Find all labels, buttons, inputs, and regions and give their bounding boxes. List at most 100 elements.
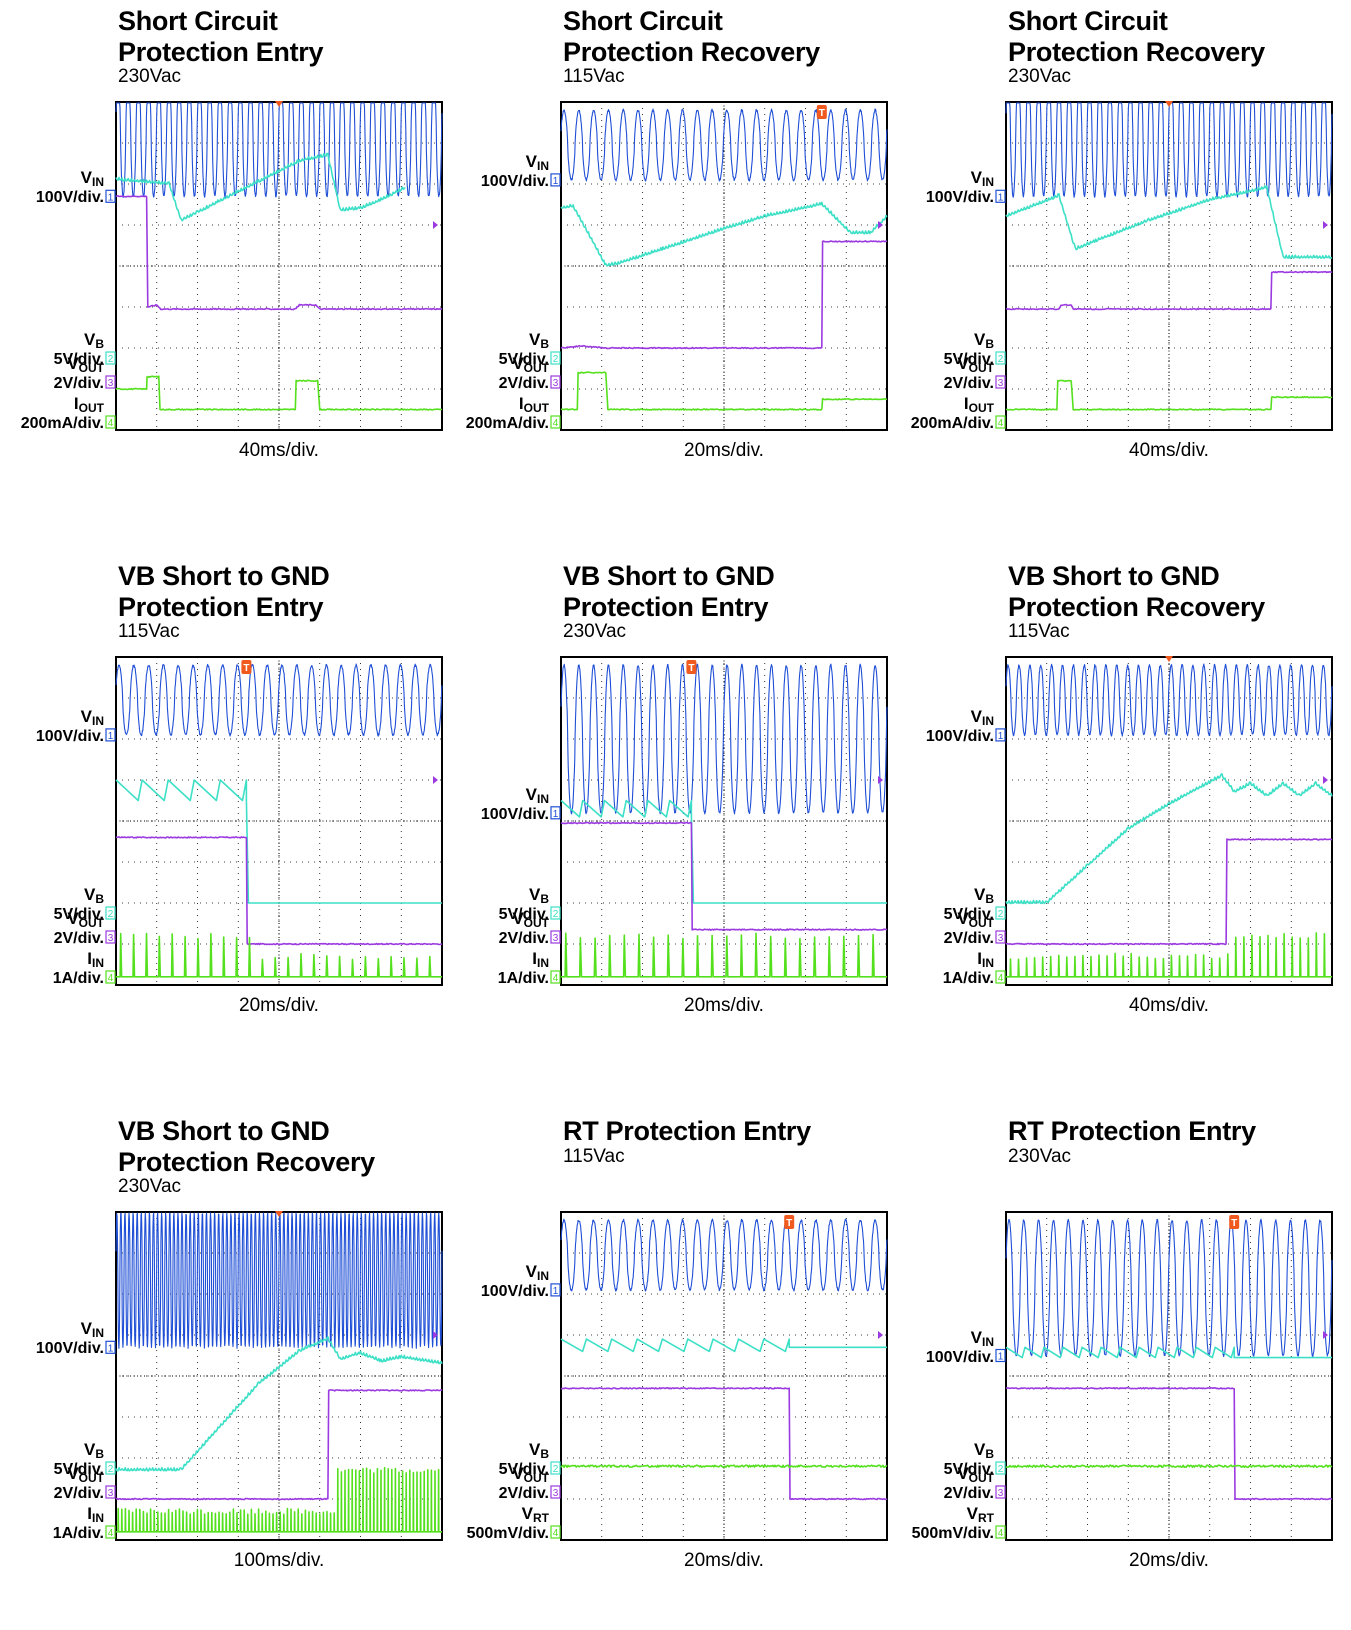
channel-label: VB 5V/div.	[437, 1441, 549, 1478]
scope-screen: 1 2 3 4	[995, 656, 1333, 986]
channel-number: 3	[553, 933, 559, 944]
panel-subtitle: 115Vac	[563, 66, 625, 87]
channel-number: 2	[108, 354, 114, 365]
channel-label: IIN 1A/div.	[882, 949, 994, 987]
channel-label: VIN 100V/div.	[882, 708, 994, 745]
channel-scale: 2V/div.	[498, 1485, 549, 1502]
channel-label: VB 5V/div.	[437, 886, 549, 923]
panel-title-line2: Protection Recovery	[118, 1147, 375, 1177]
channel-number: 3	[108, 378, 114, 389]
channel-scale: 2V/div.	[53, 930, 104, 947]
channel-scale: 5V/div.	[943, 906, 994, 923]
channel-marker	[995, 1461, 1006, 1475]
channel-subscript: OUT	[523, 361, 549, 375]
panel-title-line2: Protection Recovery	[563, 37, 820, 67]
channel-subscript: OUT	[78, 361, 104, 375]
trace-vin	[115, 1212, 443, 1349]
trace-i	[1006, 932, 1332, 978]
offset-arrow	[878, 776, 883, 784]
channel-symbol: V	[512, 909, 524, 928]
channel-label: VIN 100V/div.	[882, 1329, 994, 1366]
panel-title: Short Circuit Protection Recovery	[563, 6, 820, 68]
channel-marker	[995, 351, 1006, 365]
channel-number: 4	[998, 418, 1004, 429]
channel-symbol: V	[67, 354, 79, 373]
trace-vin	[1005, 1218, 1333, 1358]
panel-title-line1: VB Short to GND	[118, 1116, 330, 1146]
channel-scale: 100V/div.	[925, 1348, 994, 1366]
scope-screen: 1 2 3 4	[105, 101, 443, 431]
channel-label: VOUT 2V/div.	[882, 910, 994, 947]
channel-marker	[550, 173, 561, 187]
trace-vb	[115, 1336, 443, 1472]
channel-number: 1	[553, 176, 559, 187]
timebase-label: 40ms/div.	[239, 440, 319, 461]
trigger-arrow	[1165, 656, 1173, 662]
trace-vb	[1005, 185, 1333, 259]
channel-label: VB 5V/div.	[882, 1441, 994, 1478]
channel-scale: 100V/div.	[925, 189, 994, 207]
channel-label: VOUT 2V/div.	[437, 909, 549, 947]
channel-scale: 5V/div.	[943, 351, 994, 368]
channel-name: VB	[437, 886, 549, 907]
channel-number: 3	[998, 933, 1004, 944]
offset-arrow	[433, 776, 438, 784]
channel-subscript: OUT	[523, 1471, 549, 1485]
channel-marker	[995, 1525, 1006, 1539]
channel-subscript: OUT	[78, 1471, 104, 1485]
panel-title: RT Protection Entry	[563, 1116, 811, 1147]
scope-screen: 1 2 3 4	[995, 101, 1333, 431]
channel-number: 3	[553, 1488, 559, 1499]
panel-title-line1: Short Circuit	[118, 6, 278, 36]
channel-number: 4	[998, 1528, 1004, 1539]
channel-scale: 500mV/div.	[911, 1525, 994, 1542]
channel-number: 4	[108, 1528, 114, 1539]
trigger-marker	[241, 660, 252, 674]
channel-marker	[105, 1525, 116, 1539]
trace-i	[1005, 1464, 1333, 1468]
channel-name: VOUT	[0, 354, 104, 376]
channel-symbol: V	[521, 1504, 533, 1523]
channel-number: 2	[553, 909, 559, 920]
channel-symbol: I	[87, 1504, 92, 1523]
channel-symbol: I	[977, 949, 982, 968]
trace-i	[116, 932, 442, 978]
trace-vout	[1005, 1387, 1333, 1501]
channel-symbol: V	[83, 885, 96, 904]
channel-marker	[995, 1348, 1006, 1363]
panel-subtitle: 115Vac	[563, 1146, 625, 1167]
channel-marker	[550, 351, 561, 365]
trace-vout	[560, 821, 888, 931]
channel-label: VOUT 2V/div.	[0, 910, 104, 947]
channel-number: 2	[998, 1464, 1004, 1475]
channel-subscript: RT	[533, 1511, 549, 1525]
channel-name: IIN	[0, 1504, 104, 1526]
trigger-marker	[1229, 1215, 1240, 1229]
channel-name: VRT	[437, 1504, 549, 1526]
channel-symbol: I	[73, 394, 79, 413]
timebase-label: 40ms/div.	[1129, 440, 1209, 461]
trace-vin	[560, 663, 888, 815]
panel-subtitle: 230Vac	[1008, 66, 1072, 87]
trigger-label: T	[688, 663, 694, 674]
channel-name: IOUT	[0, 394, 104, 416]
channel-subscript: B	[985, 1447, 994, 1461]
channel-name: VOUT	[437, 909, 549, 931]
channel-label: VIN 100V/div.	[882, 169, 994, 207]
trace-vb	[1005, 1346, 1332, 1359]
channel-label: VIN 100V/div.	[437, 1263, 549, 1300]
panel-title: VB Short to GND Protection Recovery	[1008, 561, 1265, 623]
channel-scale: 100V/div.	[35, 189, 104, 207]
trigger-marker	[686, 660, 697, 674]
channel-label: IOUT 200mA/div.	[437, 395, 549, 432]
trace-vin	[560, 1218, 888, 1292]
panel-title: Short Circuit Protection Entry	[118, 6, 324, 68]
trace-vin	[560, 108, 888, 182]
trace-i	[1005, 379, 1333, 411]
channel-number: 3	[553, 378, 559, 389]
channel-number: 3	[108, 933, 114, 944]
channel-label: VB 5V/div.	[0, 331, 104, 368]
trigger-marker	[784, 1215, 795, 1229]
channel-marker	[105, 930, 116, 944]
panel-title-line2: Protection Recovery	[1008, 592, 1265, 622]
